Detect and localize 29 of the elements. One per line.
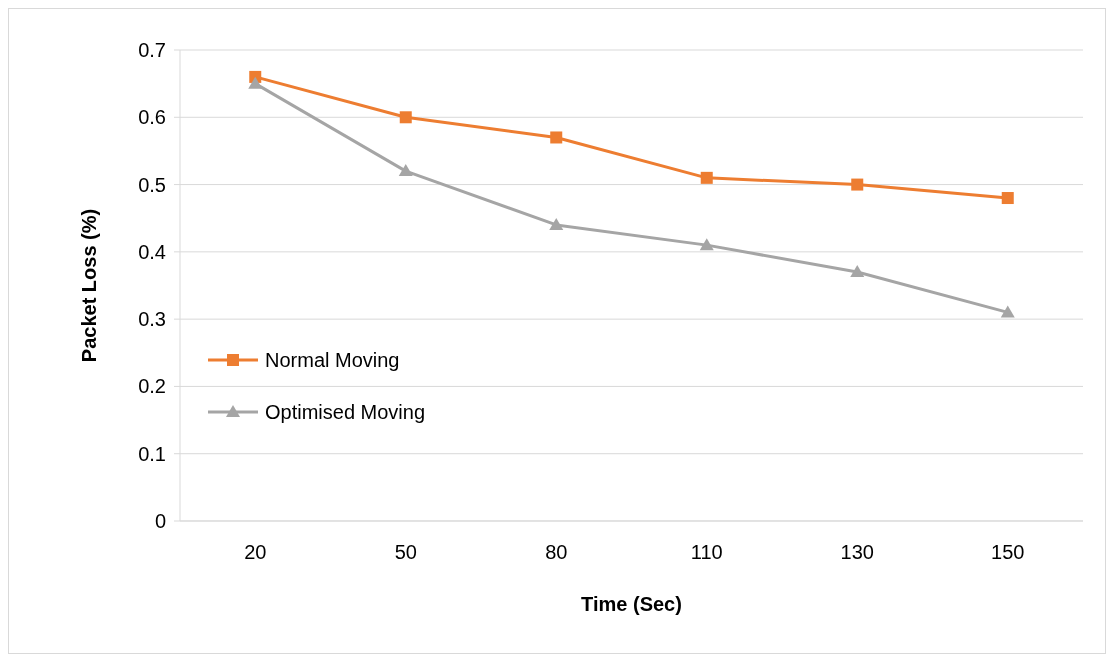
x-tick-label: 20: [244, 541, 267, 563]
y-tick-label: 0.4: [138, 240, 166, 263]
x-tick-label: 50: [394, 541, 417, 563]
y-tick-label: 0.7: [138, 39, 166, 61]
x-axis-title: Time (Sec): [581, 593, 682, 615]
y-tick-label: 0.2: [138, 375, 166, 398]
x-tick-label: 110: [690, 541, 723, 563]
point: [699, 238, 714, 251]
point: [700, 171, 713, 184]
y-tick-label: 0.3: [138, 308, 166, 331]
y-tick-label: 0.6: [138, 106, 166, 129]
y-tick-label: 0: [154, 510, 166, 532]
y-tick-label: 0.1: [138, 442, 166, 465]
x-tick-label: 130: [840, 541, 874, 563]
x-tick-label: 80: [545, 541, 568, 563]
point: [851, 178, 864, 191]
point: [398, 164, 413, 177]
legend-label: Optimised Moving: [265, 401, 426, 423]
x-tick-label: 150: [991, 541, 1025, 563]
point: [1001, 192, 1014, 205]
point: [550, 131, 563, 144]
y-tick-label: 0.5: [138, 173, 166, 196]
legend-label: Normal Moving: [265, 349, 400, 371]
point: [1000, 305, 1015, 318]
y-axis-title: Packet Loss (%): [78, 208, 100, 363]
point: [549, 217, 564, 230]
point: [850, 265, 865, 278]
point: [248, 76, 263, 89]
point: [399, 111, 412, 124]
